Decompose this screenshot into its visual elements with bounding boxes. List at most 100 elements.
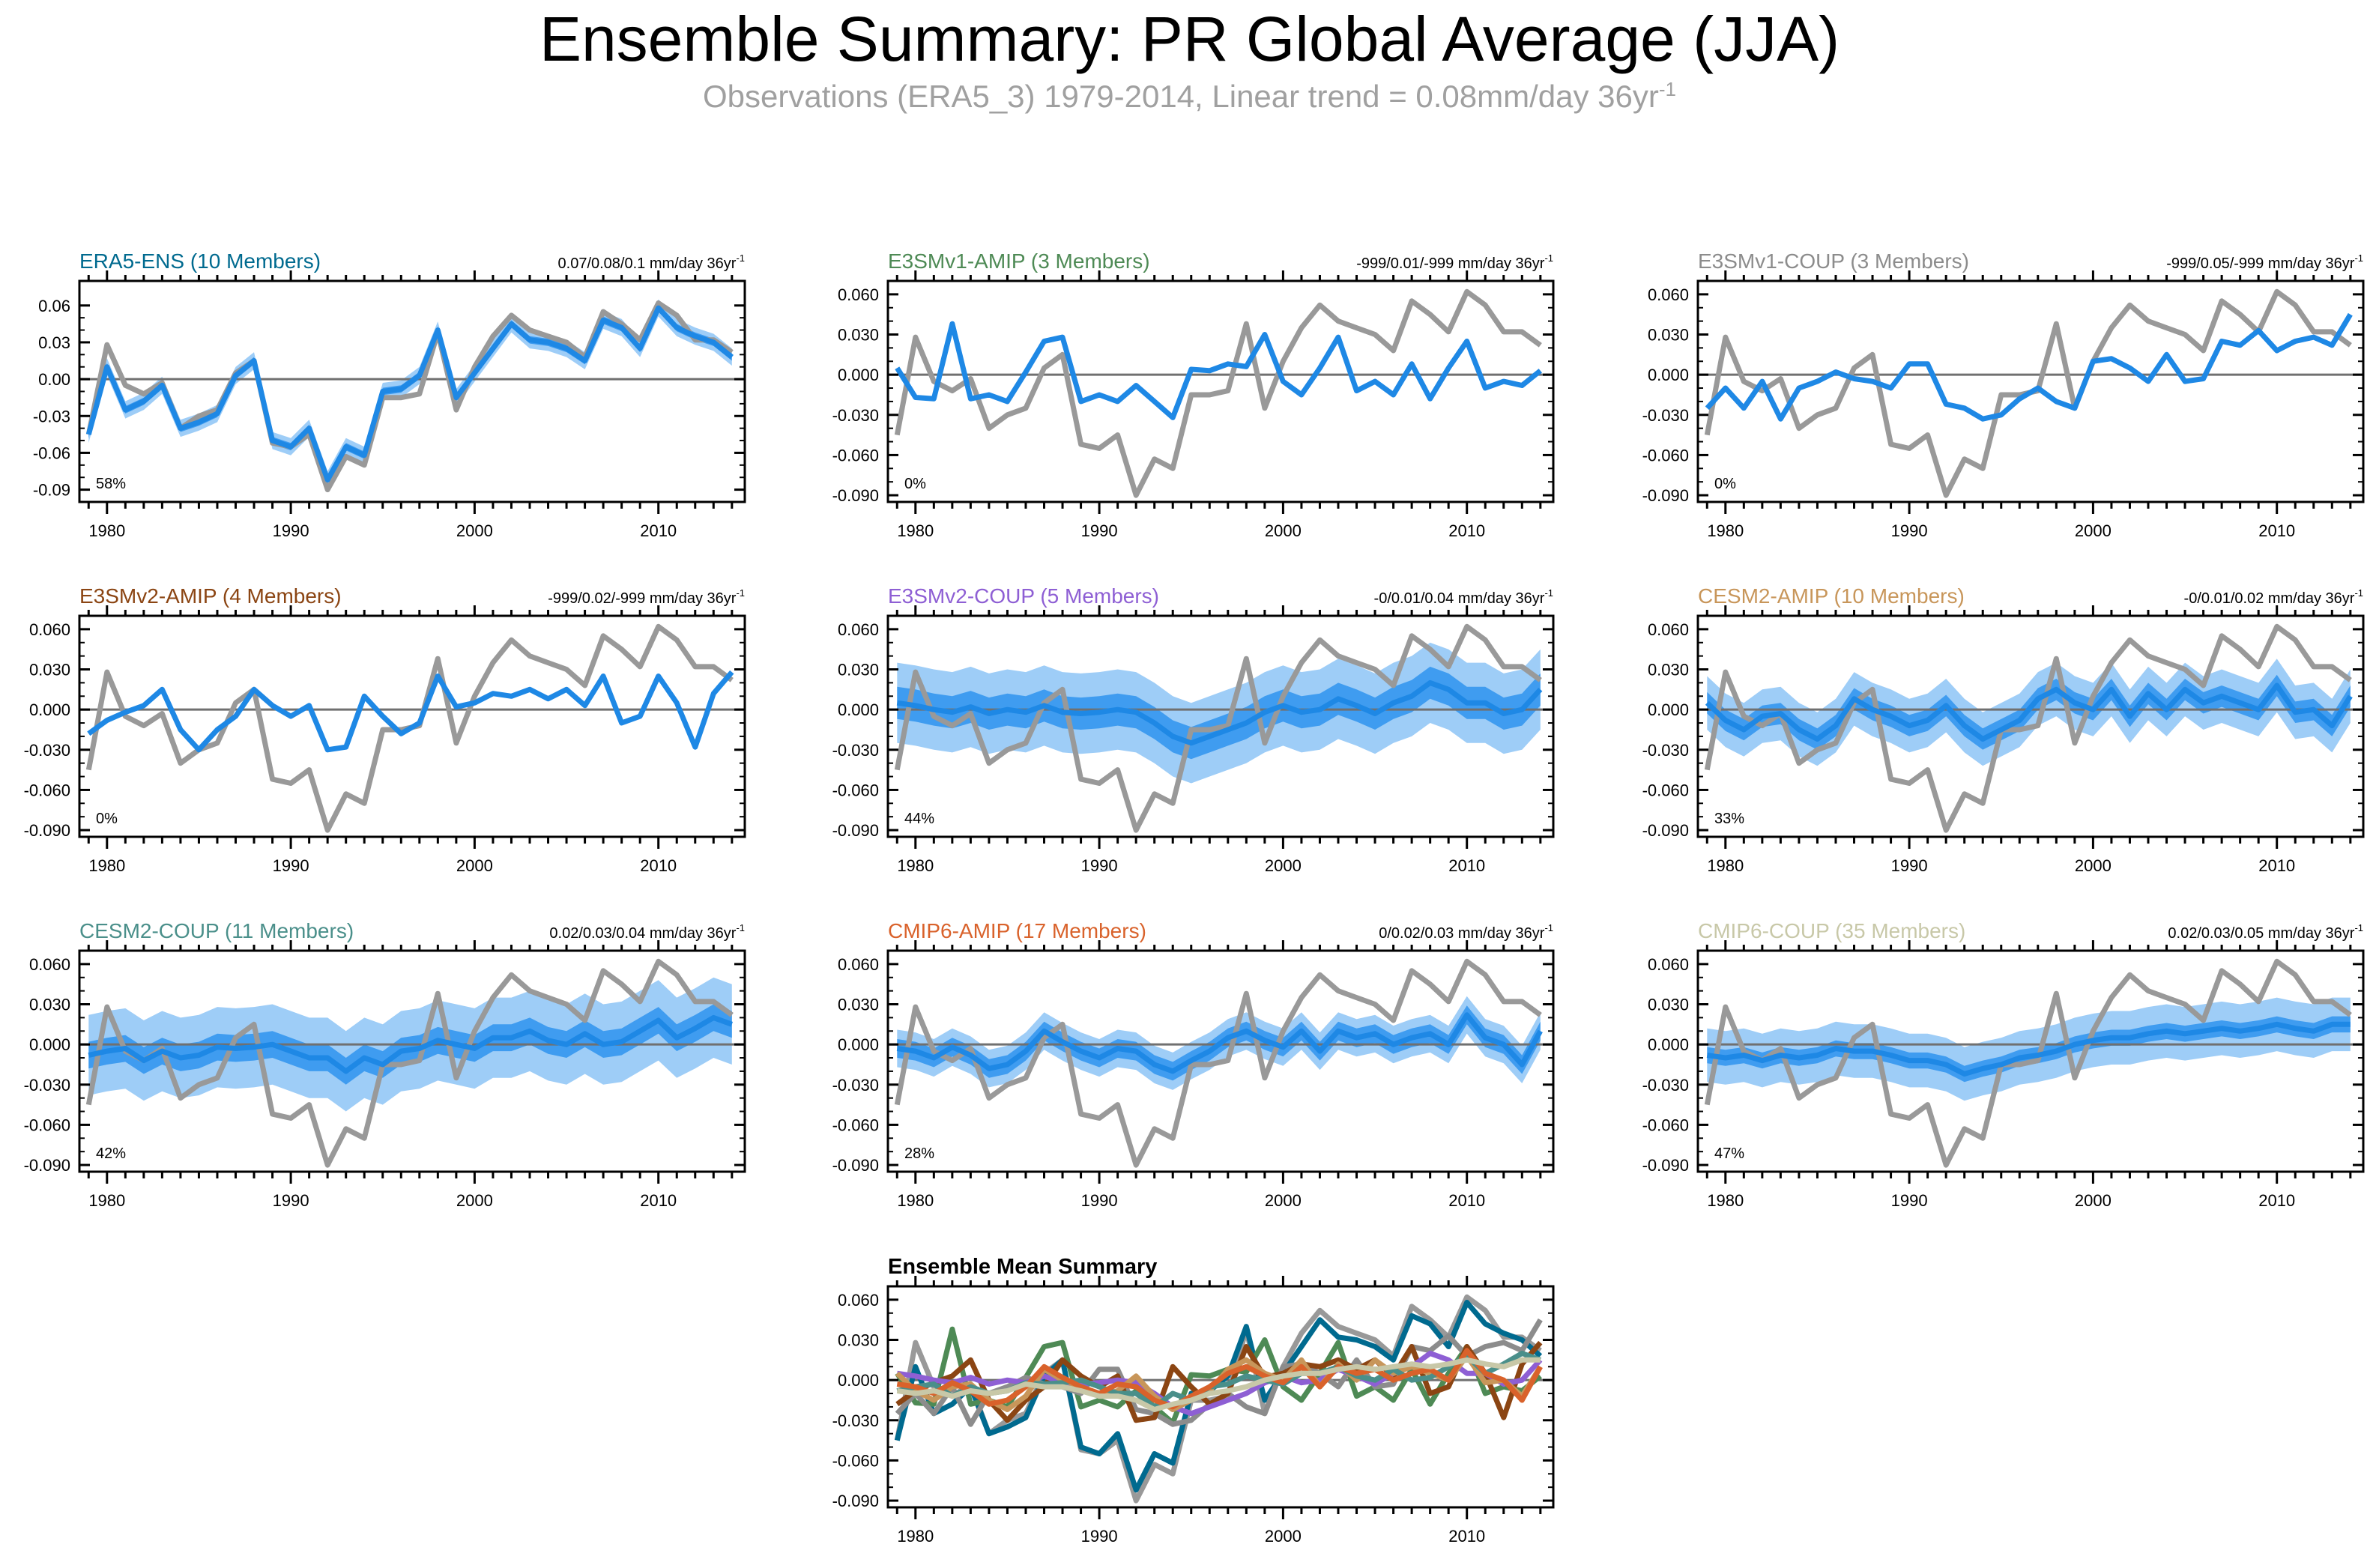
y-tick-label: 0.030 bbox=[838, 326, 879, 345]
observations-line bbox=[85, 958, 734, 1168]
y-tick-label: 0.03 bbox=[38, 333, 70, 352]
panel-trend-exponent: -1 bbox=[1544, 587, 1553, 599]
ensemble-mean-line bbox=[1706, 1021, 2351, 1077]
observations-line bbox=[85, 300, 734, 493]
y-tick-label: -0.060 bbox=[1642, 1116, 1689, 1134]
y-tick-label: -0.030 bbox=[1642, 406, 1689, 425]
x-tick-label: 1980 bbox=[1707, 521, 1744, 540]
x-tick-label: 1990 bbox=[1081, 521, 1118, 540]
y-tick-label: -0.090 bbox=[832, 1156, 879, 1175]
x-tick-label: 2000 bbox=[1265, 1527, 1302, 1546]
y-tick-label: -0.060 bbox=[832, 1451, 879, 1470]
panel-trend-exponent: -1 bbox=[1544, 252, 1553, 264]
panel-title: CMIP6-COUP (35 Members) bbox=[1698, 919, 1965, 942]
y-tick-label: -0.06 bbox=[33, 444, 70, 462]
x-tick-label: 2010 bbox=[2258, 1191, 2295, 1210]
y-tick-label: -0.030 bbox=[832, 1411, 879, 1430]
y-tick-label: 0.060 bbox=[29, 620, 70, 639]
x-tick-label: 2000 bbox=[456, 1191, 493, 1210]
observations-line bbox=[894, 288, 1542, 498]
panel-trend-text: -999/0.01/-999 mm/day 36yr bbox=[1356, 255, 1545, 272]
ensemble-mean-line bbox=[1705, 312, 2353, 422]
y-tick-label: 0.060 bbox=[838, 1291, 879, 1310]
y-tick-label: 0.000 bbox=[838, 366, 879, 384]
x-tick-label: 2010 bbox=[2258, 856, 2295, 875]
panel-frame bbox=[78, 614, 746, 838]
x-tick-label: 1990 bbox=[1081, 1191, 1118, 1210]
panel-percent: 47% bbox=[1714, 1145, 1744, 1162]
y-tick-label: -0.090 bbox=[1642, 486, 1689, 505]
y-tick-label: -0.090 bbox=[1642, 821, 1689, 840]
x-tick-label: 1980 bbox=[897, 1527, 934, 1546]
panel-percent: 0% bbox=[96, 811, 118, 827]
ensemble-mean-line bbox=[896, 679, 1543, 746]
x-tick-label: 1990 bbox=[1081, 856, 1118, 875]
panel-frame bbox=[1696, 279, 2365, 503]
summary-line-5 bbox=[896, 1350, 1543, 1417]
observations-line bbox=[1704, 623, 2352, 833]
panel-title: CESM2-AMIP (10 Members) bbox=[1698, 584, 1965, 608]
y-tick-label: -0.090 bbox=[1642, 1156, 1689, 1175]
subtitle-exponent: -1 bbox=[1658, 78, 1676, 100]
panel-trend-label: -999/0.01/-999 mm/day 36yr-1 bbox=[1356, 252, 1553, 272]
summary-line-9 bbox=[896, 1357, 1541, 1412]
figure-title: Ensemble Summary: PR Global Average (JJA… bbox=[539, 4, 1840, 74]
y-tick-label: 0.030 bbox=[29, 661, 70, 679]
x-tick-label: 2000 bbox=[1265, 1191, 1302, 1210]
panel-trend-exponent: -1 bbox=[1544, 922, 1553, 933]
panel-title: ERA5-ENS (10 Members) bbox=[79, 249, 321, 273]
y-tick-label: 0.000 bbox=[1648, 366, 1689, 384]
panel-trend-text: -0/0.01/0.02 mm/day 36yr bbox=[2184, 590, 2355, 607]
panel-trend-exponent: -1 bbox=[2354, 252, 2363, 264]
observations-line bbox=[1704, 958, 2352, 1168]
panel-frame bbox=[886, 1285, 1555, 1509]
panel-title: CMIP6-AMIP (17 Members) bbox=[888, 919, 1146, 942]
x-tick-label: 2010 bbox=[640, 521, 677, 540]
y-tick-label: -0.090 bbox=[24, 1156, 70, 1175]
subtitle-text: Observations (ERA5_3) 1979-2014, Linear … bbox=[703, 79, 1659, 114]
y-tick-label: 0.000 bbox=[29, 1035, 70, 1054]
y-tick-label: -0.030 bbox=[1642, 1076, 1689, 1095]
panel-frame bbox=[78, 949, 746, 1173]
y-tick-label: -0.030 bbox=[832, 741, 879, 760]
x-tick-label: 2010 bbox=[640, 856, 677, 875]
panel-frame bbox=[1696, 614, 2365, 838]
x-tick-label: 1980 bbox=[88, 856, 125, 875]
y-tick-label: 0.030 bbox=[29, 996, 70, 1014]
y-tick-label: 0.060 bbox=[1648, 620, 1689, 639]
x-tick-label: 1990 bbox=[273, 521, 309, 540]
y-tick-label: -0.060 bbox=[24, 1116, 70, 1134]
panel-percent: 0% bbox=[1714, 476, 1736, 492]
ensemble-mean-line bbox=[88, 1014, 733, 1074]
y-tick-label: -0.090 bbox=[832, 1492, 879, 1510]
x-tick-label: 2000 bbox=[456, 856, 493, 875]
panel-trend-text: 0.07/0.08/0.1 mm/day 36yr bbox=[558, 255, 737, 272]
panel-percent: 28% bbox=[904, 1145, 934, 1162]
y-tick-label: 0.06 bbox=[38, 297, 70, 315]
x-tick-label: 2000 bbox=[1265, 521, 1302, 540]
y-tick-label: 0.030 bbox=[838, 1331, 879, 1350]
panel-frame bbox=[886, 949, 1555, 1173]
y-tick-label: -0.060 bbox=[1642, 446, 1689, 464]
y-tick-label: -0.060 bbox=[1642, 781, 1689, 799]
x-tick-label: 1990 bbox=[1891, 521, 1928, 540]
x-tick-label: 1980 bbox=[897, 856, 934, 875]
x-tick-label: 2010 bbox=[2258, 521, 2295, 540]
y-tick-label: 0.060 bbox=[1648, 285, 1689, 304]
y-tick-label: 0.060 bbox=[29, 955, 70, 974]
y-tick-label: -0.030 bbox=[832, 406, 879, 425]
panel-trend-text: 0.02/0.03/0.04 mm/day 36yr bbox=[549, 925, 736, 942]
x-tick-label: 1990 bbox=[1081, 1527, 1118, 1546]
panel-trend-exponent: -1 bbox=[736, 252, 745, 264]
y-tick-label: -0.060 bbox=[832, 781, 879, 799]
figure-subtitle: Observations (ERA5_3) 1979-2014, Linear … bbox=[0, 78, 2379, 115]
y-tick-label: 0.030 bbox=[1648, 996, 1689, 1014]
panel-title: E3SMv2-AMIP (4 Members) bbox=[79, 584, 342, 608]
y-tick-label: -0.060 bbox=[24, 781, 70, 799]
y-tick-label: -0.03 bbox=[33, 407, 70, 426]
panel-trend-label: 0.07/0.08/0.1 mm/day 36yr-1 bbox=[558, 252, 745, 272]
y-tick-label: -0.060 bbox=[832, 446, 879, 464]
y-tick-label: 0.00 bbox=[38, 370, 70, 389]
x-tick-label: 2010 bbox=[1448, 1527, 1485, 1546]
